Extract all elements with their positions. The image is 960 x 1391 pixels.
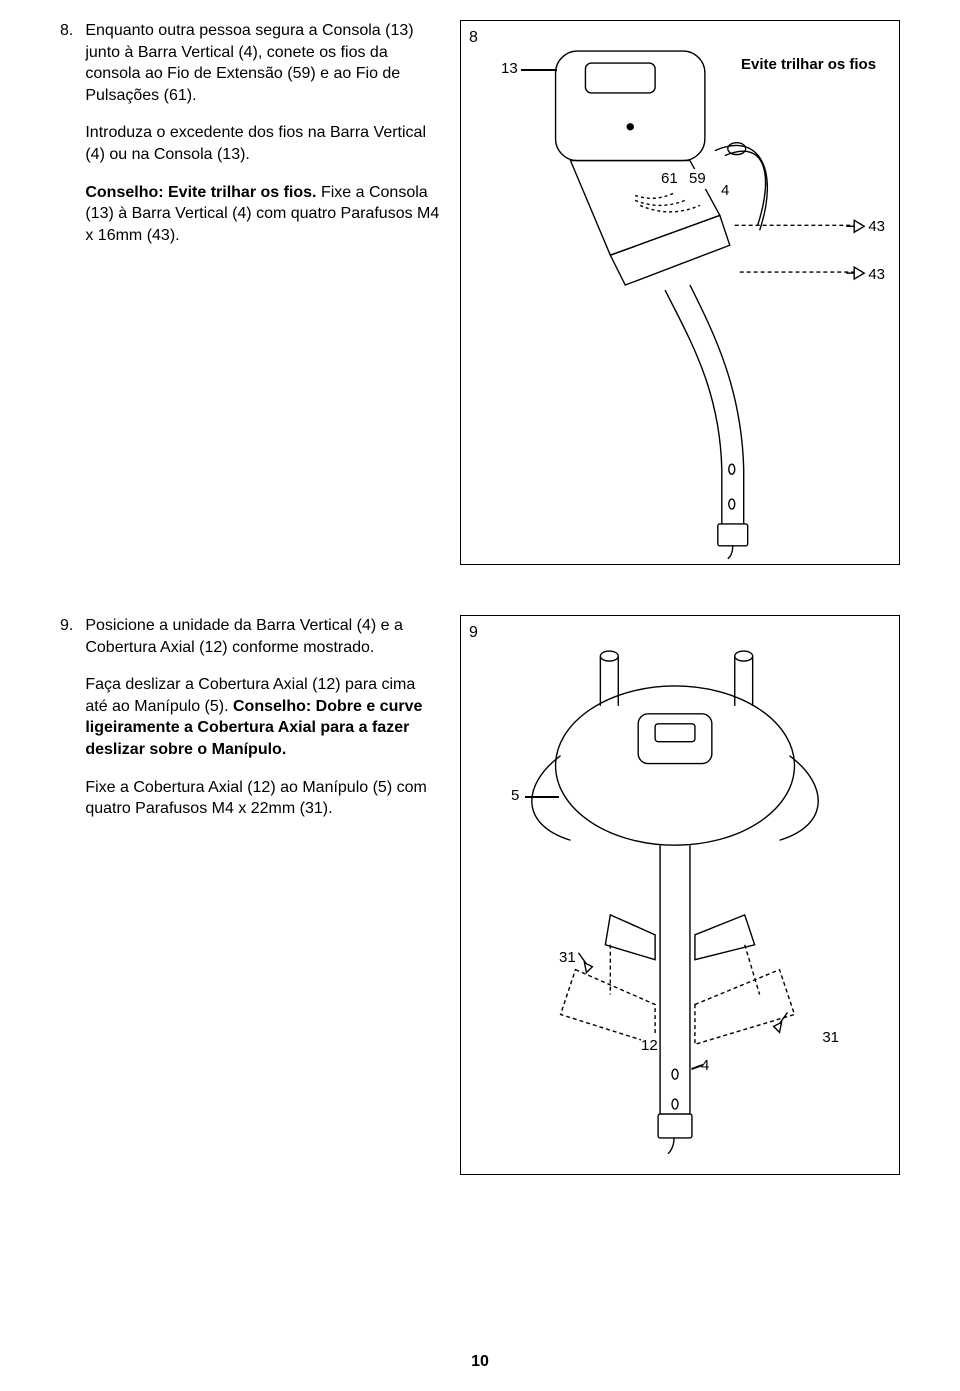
- callout-43a: 43: [868, 217, 885, 237]
- step-9-body: Posicione a unidade da Barra Vertical (4…: [85, 615, 440, 1175]
- warning-label: Evite trilhar os fios: [741, 55, 881, 75]
- step-9-text: 9. Posicione a unidade da Barra Vertical…: [60, 615, 440, 1175]
- page: 8. Enquanto outra pessoa segura a Consol…: [0, 0, 960, 1245]
- step-8-text: 8. Enquanto outra pessoa segura a Consol…: [60, 20, 440, 565]
- step-8: 8. Enquanto outra pessoa segura a Consol…: [60, 20, 900, 565]
- step-9-number: 9.: [60, 615, 73, 1175]
- step-9-p2: Faça deslizar a Cobertura Axial (12) par…: [85, 674, 440, 760]
- step-8-p3: Conselho: Evite trilhar os fios. Fixe a …: [85, 182, 440, 247]
- callout-59: 59: [689, 169, 706, 189]
- callout-43b: 43: [868, 265, 885, 285]
- callout-13: 13: [501, 59, 518, 79]
- step-8-p2: Introduza o excedente dos fios na Barra …: [85, 122, 440, 165]
- step-8-illustration: [461, 21, 899, 564]
- step-8-p1: Enquanto outra pessoa segura a Consola (…: [85, 20, 440, 106]
- step-8-p3-bold: Conselho: Evite trilhar os fios.: [85, 184, 316, 201]
- page-number: 10: [0, 1351, 960, 1373]
- step-8-number: 8.: [60, 20, 73, 565]
- callout-31a: 31: [559, 948, 576, 968]
- step-9-figure: 9: [460, 615, 900, 1175]
- callout-4: 4: [721, 181, 729, 201]
- step-9: 9. Posicione a unidade da Barra Vertical…: [60, 615, 900, 1175]
- step-8-figure: 8: [460, 20, 900, 565]
- callout-4-step9: 4: [701, 1056, 709, 1076]
- step-9-p1: Posicione a unidade da Barra Vertical (4…: [85, 615, 440, 658]
- step-8-body: Enquanto outra pessoa segura a Consola (…: [85, 20, 440, 565]
- step-9-p3: Fixe a Cobertura Axial (12) ao Manípulo …: [85, 777, 440, 820]
- callout-61: 61: [661, 169, 678, 189]
- callout-5: 5: [511, 786, 519, 806]
- callout-13-line: [521, 69, 557, 71]
- step-9-illustration: [461, 616, 899, 1174]
- callout-31b: 31: [822, 1028, 839, 1048]
- callout-5-line: [525, 796, 559, 798]
- callout-12: 12: [641, 1036, 658, 1056]
